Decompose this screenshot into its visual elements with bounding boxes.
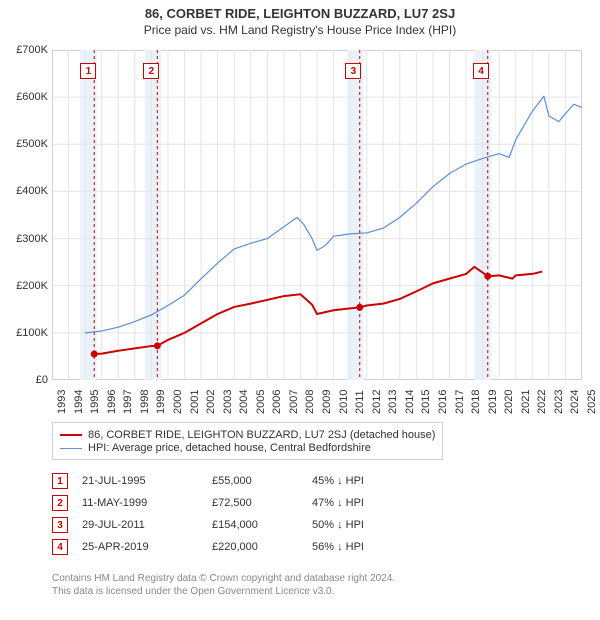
row-marker: 3 <box>52 517 68 533</box>
x-axis-label: 2017 <box>454 390 466 414</box>
x-axis-label: 2008 <box>304 390 316 414</box>
row-marker: 1 <box>52 473 68 489</box>
data-table: 1 21-JUL-1995£55,00045% ↓ HPI 2 11-MAY-1999… <box>52 470 432 558</box>
legend-label: 86, CORBET RIDE, LEIGHTON BUZZARD, LU7 2… <box>88 429 435 441</box>
x-axis-label: 2020 <box>503 390 515 414</box>
row-marker: 4 <box>52 539 68 555</box>
event-marker-box: 3 <box>345 63 361 79</box>
row-price: £72,500 <box>212 497 312 509</box>
x-axis-label: 2025 <box>586 390 598 414</box>
x-axis-label: 2001 <box>189 390 201 414</box>
row-marker-cell: 4 <box>52 539 82 555</box>
row-pct: 45% ↓ HPI <box>312 475 432 487</box>
table-row: 1 21-JUL-1995£55,00045% ↓ HPI <box>52 470 432 492</box>
legend-swatch <box>60 434 82 436</box>
footer-line2: This data is licensed under the Open Gov… <box>52 585 395 598</box>
y-axis-label: £500K <box>4 138 48 150</box>
row-marker-cell: 1 <box>52 473 82 489</box>
row-date: 21-JUL-1995 <box>82 475 212 487</box>
y-axis-label: £700K <box>4 44 48 56</box>
x-axis-label: 2018 <box>470 390 482 414</box>
x-axis-label: 1997 <box>122 390 134 414</box>
event-point <box>484 273 491 280</box>
chart-svg <box>0 0 600 400</box>
y-axis-label: £200K <box>4 280 48 292</box>
x-axis-label: 2007 <box>288 390 300 414</box>
row-marker-cell: 3 <box>52 517 82 533</box>
row-pct: 56% ↓ HPI <box>312 541 432 553</box>
x-axis-label: 2013 <box>387 390 399 414</box>
x-axis-label: 2005 <box>255 390 267 414</box>
highlight-band <box>145 50 162 380</box>
x-axis-label: 2022 <box>536 390 548 414</box>
event-point <box>154 342 161 349</box>
legend: 86, CORBET RIDE, LEIGHTON BUZZARD, LU7 2… <box>52 422 443 460</box>
table-row: 3 29-JUL-2011£154,00050% ↓ HPI <box>52 514 432 536</box>
page-root: 86, CORBET RIDE, LEIGHTON BUZZARD, LU7 2… <box>0 0 600 620</box>
y-axis-label: £0 <box>4 374 48 386</box>
event-marker-box: 1 <box>80 63 96 79</box>
table-row: 4 25-APR-2019£220,00056% ↓ HPI <box>52 536 432 558</box>
footer-line1: Contains HM Land Registry data © Crown c… <box>52 572 395 585</box>
x-axis-label: 2019 <box>487 390 499 414</box>
x-axis-label: 2021 <box>520 390 532 414</box>
legend-swatch <box>60 448 82 449</box>
row-price: £154,000 <box>212 519 312 531</box>
row-pct: 50% ↓ HPI <box>312 519 432 531</box>
x-axis-label: 1996 <box>106 390 118 414</box>
x-axis-label: 2012 <box>371 390 383 414</box>
row-date: 11-MAY-1999 <box>82 497 212 509</box>
x-axis-label: 1993 <box>56 390 68 414</box>
legend-item: HPI: Average price, detached house, Cent… <box>60 442 435 454</box>
x-axis-label: 2009 <box>321 390 333 414</box>
x-axis-label: 2024 <box>569 390 581 414</box>
event-point <box>356 304 363 311</box>
highlight-band <box>347 50 364 380</box>
x-axis-label: 2016 <box>437 390 449 414</box>
x-axis-label: 2003 <box>222 390 234 414</box>
footer-text: Contains HM Land Registry data © Crown c… <box>52 572 395 598</box>
row-date: 29-JUL-2011 <box>82 519 212 531</box>
x-axis-label: 2002 <box>205 390 217 414</box>
row-marker-cell: 2 <box>52 495 82 511</box>
x-axis-label: 2014 <box>404 390 416 414</box>
x-axis-label: 2015 <box>420 390 432 414</box>
row-price: £220,000 <box>212 541 312 553</box>
legend-label: HPI: Average price, detached house, Cent… <box>88 442 371 454</box>
event-point <box>91 351 98 358</box>
x-axis-label: 1995 <box>89 390 101 414</box>
y-axis-label: £300K <box>4 233 48 245</box>
event-marker-box: 2 <box>143 63 159 79</box>
x-axis-label: 1999 <box>155 390 167 414</box>
row-date: 25-APR-2019 <box>82 541 212 553</box>
x-axis-label: 2023 <box>553 390 565 414</box>
y-axis-label: £100K <box>4 327 48 339</box>
y-axis-label: £400K <box>4 185 48 197</box>
row-price: £55,000 <box>212 475 312 487</box>
legend-item: 86, CORBET RIDE, LEIGHTON BUZZARD, LU7 2… <box>60 429 435 441</box>
x-axis-label: 2011 <box>354 390 366 414</box>
y-axis-label: £600K <box>4 91 48 103</box>
x-axis-label: 1994 <box>73 390 85 414</box>
event-marker-box: 4 <box>473 63 489 79</box>
table-row: 2 11-MAY-1999£72,50047% ↓ HPI <box>52 492 432 514</box>
x-axis-label: 2004 <box>238 390 250 414</box>
row-marker: 2 <box>52 495 68 511</box>
x-axis-label: 2000 <box>172 390 184 414</box>
x-axis-label: 1998 <box>139 390 151 414</box>
row-pct: 47% ↓ HPI <box>312 497 432 509</box>
x-axis-label: 2006 <box>271 390 283 414</box>
x-axis-label: 2010 <box>338 390 350 414</box>
